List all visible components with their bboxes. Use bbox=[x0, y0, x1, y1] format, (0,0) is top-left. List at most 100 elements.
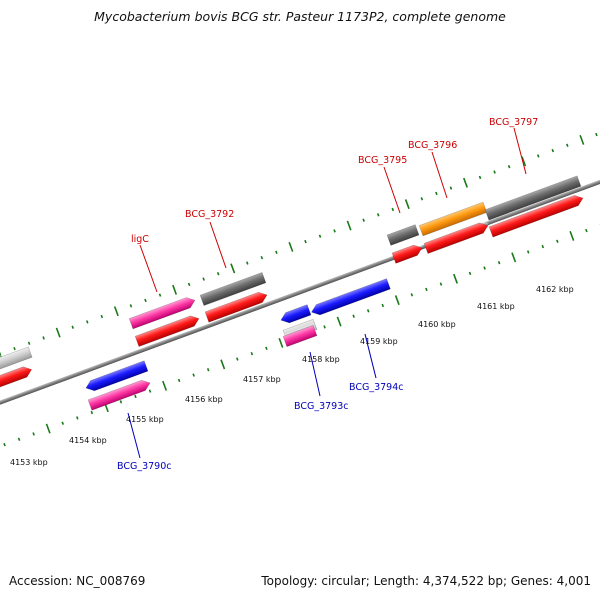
minor-tick bbox=[129, 304, 133, 308]
major-tick bbox=[336, 316, 342, 327]
minor-tick bbox=[323, 325, 326, 329]
minor-tick bbox=[439, 282, 443, 286]
minor-tick bbox=[250, 351, 254, 356]
minor-tick bbox=[260, 255, 264, 260]
feature-bcg-3797 bbox=[488, 192, 584, 238]
leader-bcg-3794c bbox=[364, 333, 377, 379]
minor-tick bbox=[275, 250, 278, 254]
gene-label-bcg-3796: BCG_3796 bbox=[408, 140, 457, 151]
minor-tick bbox=[32, 432, 35, 436]
major-tick bbox=[220, 359, 226, 370]
minor-tick bbox=[435, 191, 438, 196]
minor-tick bbox=[13, 346, 16, 351]
minor-tick bbox=[71, 325, 75, 329]
feature-bcg-3794c bbox=[311, 276, 392, 316]
minor-tick bbox=[391, 207, 395, 212]
minor-tick bbox=[566, 143, 569, 147]
tick-label-4157: 4157 kbp bbox=[243, 375, 281, 384]
feature-light-gray-left bbox=[0, 344, 33, 384]
feature-bcg-3792 bbox=[204, 289, 268, 323]
leader-bcg-3797 bbox=[513, 127, 527, 175]
gene-label-bcg-3794c: BCG_3794c bbox=[349, 382, 404, 393]
accession-text: Accession: NC_008769 bbox=[9, 574, 146, 588]
minor-tick bbox=[206, 368, 210, 372]
minor-tick bbox=[362, 218, 365, 222]
feature-ligc bbox=[128, 295, 196, 330]
minor-tick bbox=[556, 239, 559, 243]
minor-tick bbox=[144, 298, 147, 303]
major-tick bbox=[346, 220, 352, 231]
minor-tick bbox=[236, 357, 239, 361]
minor-tick bbox=[585, 228, 588, 233]
gene-label-bcg-3790c: BCG_3790c bbox=[117, 461, 172, 472]
major-tick bbox=[463, 177, 468, 188]
minor-tick bbox=[551, 148, 555, 153]
minor-tick bbox=[410, 293, 414, 297]
leader-ligc bbox=[139, 244, 158, 293]
major-tick bbox=[162, 380, 168, 391]
major-tick bbox=[569, 230, 575, 241]
leader-bcg-3796 bbox=[431, 151, 448, 199]
minor-tick bbox=[526, 250, 530, 254]
minor-tick bbox=[381, 303, 385, 308]
minor-tick bbox=[318, 234, 322, 238]
minor-tick bbox=[468, 271, 472, 276]
minor-tick bbox=[536, 154, 540, 158]
leader-bcg-3793c bbox=[309, 351, 321, 397]
minor-tick bbox=[265, 346, 268, 350]
major-tick bbox=[55, 327, 61, 338]
minor-tick bbox=[493, 170, 496, 174]
minor-tick bbox=[202, 277, 205, 281]
minor-tick bbox=[76, 416, 79, 420]
leader-bcg-3792 bbox=[209, 221, 227, 269]
minor-tick bbox=[158, 293, 162, 297]
minor-tick bbox=[352, 314, 355, 318]
feature-bcg-3796 bbox=[423, 220, 489, 254]
gene-label-bcg-3795: BCG_3795 bbox=[358, 155, 407, 166]
minor-tick bbox=[333, 229, 336, 233]
major-tick bbox=[113, 306, 119, 317]
minor-tick bbox=[17, 437, 21, 441]
minor-tick bbox=[420, 197, 424, 201]
genome-summary-text: Topology: circular; Length: 4,374,522 bp… bbox=[261, 574, 591, 588]
tick-label-4156: 4156 kbp bbox=[185, 395, 223, 404]
tick-label-4159: 4159 kbp bbox=[360, 337, 398, 346]
minor-tick bbox=[216, 272, 220, 276]
leader-bcg-3790c bbox=[127, 412, 141, 459]
label-leaders bbox=[127, 127, 527, 459]
feature-red-ligc-lower bbox=[134, 313, 200, 347]
minor-tick bbox=[541, 244, 545, 249]
major-tick bbox=[511, 252, 517, 263]
feature-bcg-3793c-blue bbox=[280, 302, 312, 324]
major-tick bbox=[453, 273, 458, 284]
minor-tick bbox=[483, 266, 486, 270]
gene-features bbox=[0, 173, 584, 411]
minor-tick bbox=[42, 336, 45, 340]
minor-tick bbox=[449, 186, 453, 190]
tick-label-4160: 4160 kbp bbox=[418, 320, 456, 329]
major-tick bbox=[394, 295, 400, 306]
tick-label-4153: 4153 kbp bbox=[10, 458, 48, 467]
minor-tick bbox=[148, 389, 152, 393]
forward-ruler bbox=[0, 132, 598, 359]
minor-tick bbox=[100, 314, 104, 319]
minor-tick bbox=[86, 320, 89, 324]
minor-tick bbox=[134, 394, 137, 399]
minor-tick bbox=[478, 175, 482, 180]
minor-tick bbox=[425, 287, 428, 292]
feature-bcg-3790c bbox=[87, 377, 151, 411]
minor-tick bbox=[497, 260, 501, 265]
gene-label-bcg-3792: BCG_3792 bbox=[185, 209, 234, 220]
minor-tick bbox=[246, 261, 249, 265]
major-tick bbox=[579, 134, 585, 145]
minor-tick bbox=[192, 373, 195, 377]
feature-bcg-3795 bbox=[391, 242, 423, 264]
feature-red-left bbox=[0, 364, 33, 403]
gene-label-bcg-3793c: BCG_3793c bbox=[294, 401, 349, 412]
tick-labels: 4153 kbp 4154 kbp 4155 kbp 4156 kbp 4157… bbox=[10, 285, 574, 467]
minor-tick bbox=[376, 213, 380, 217]
feature-bcg-3790c-blue bbox=[85, 358, 149, 392]
map-title: Mycobacterium bovis BCG str. Pasteur 117… bbox=[94, 9, 506, 24]
feature-bcg-3795-gray bbox=[386, 222, 420, 246]
